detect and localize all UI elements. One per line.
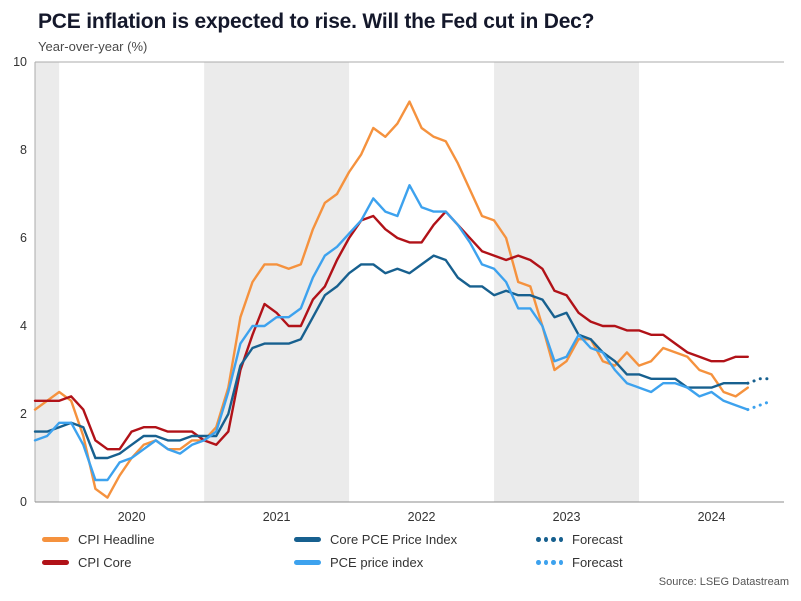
chart-title: PCE inflation is expected to rise. Will … [38, 10, 595, 33]
legend-item-forecast-4: Forecast [536, 532, 801, 547]
legend-label: Forecast [572, 555, 623, 571]
y-tick-label: 0 [20, 495, 27, 509]
legend-line-swatch [42, 560, 69, 566]
chart-subtitle: Year-over-year (%) [38, 39, 148, 55]
y-tick-label: 2 [20, 407, 27, 421]
series-cpi-core [33, 210, 749, 451]
chart-header: PCE inflation is expected to rise. Will … [0, 0, 801, 54]
x-tick-label-2023: 2023 [553, 510, 581, 524]
chart-legend: CPI Headline CPI Core Core PCE Price Index… [42, 528, 801, 574]
legend-label: Core PCE Price Index [330, 532, 458, 548]
legend-label: Forecast [572, 532, 623, 548]
legend-label: CPI Headline [78, 532, 155, 548]
forecast-core-pce-price-index [746, 377, 774, 385]
x-tick-label-2022: 2022 [408, 510, 436, 524]
series-core-pce-price-index [33, 254, 749, 460]
y-tick-label: 10 [13, 55, 27, 69]
legend-line-swatch [294, 537, 321, 543]
legend-dotted-swatch [536, 537, 563, 543]
legend-line-swatch [294, 560, 321, 566]
legend-label: CPI Core [78, 555, 132, 571]
year-band-2023 [494, 62, 640, 503]
legend-item-forecast-5: Forecast [536, 555, 801, 570]
legend-line-swatch [42, 537, 69, 543]
y-tick-label: 6 [20, 231, 27, 245]
legend-label: PCE price index [330, 555, 424, 571]
y-tick-label: 4 [20, 319, 27, 333]
legend-item-core-pce-price-index-2: Core PCE Price Index [294, 532, 536, 547]
y-tick-label: 8 [20, 143, 27, 157]
series-pce-price-index [33, 184, 749, 482]
forecast-pce-price-index [746, 399, 774, 412]
x-tick-label-2024: 2024 [698, 510, 726, 524]
legend-dotted-swatch [536, 560, 563, 566]
legend-item-cpi-core-1: CPI Core [42, 555, 294, 570]
inflation-line-chart: 0 2 4 6 8 10 2020 2021 2022 2023 2024 [13, 55, 784, 524]
x-tick-label-2020: 2020 [118, 510, 146, 524]
legend-item-cpi-headline-0: CPI Headline [42, 532, 294, 547]
x-tick-label-2021: 2021 [263, 510, 291, 524]
source-attribution: Source: LSEG Datastream [658, 576, 789, 589]
legend-item-pce-price-index-3: PCE price index [294, 555, 536, 570]
